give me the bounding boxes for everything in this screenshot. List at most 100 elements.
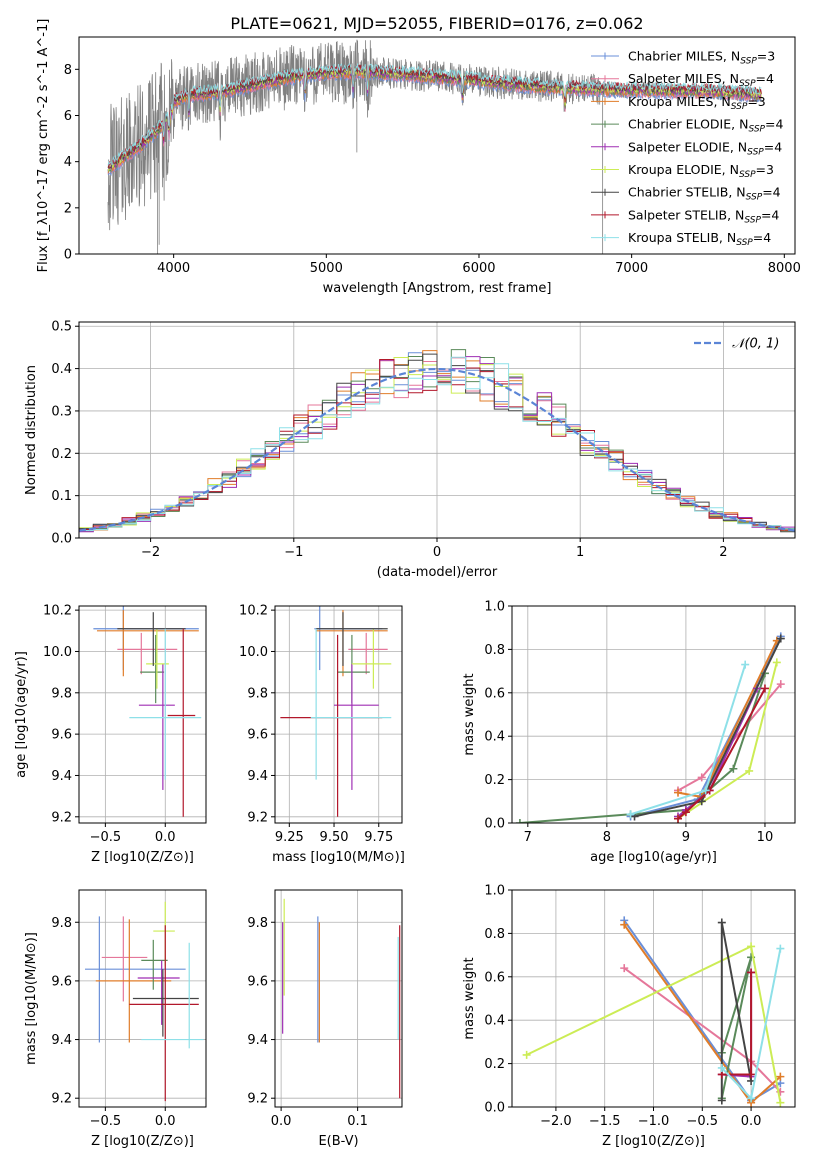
y-tick-label: 0.8 <box>484 643 505 658</box>
plot-area <box>107 39 762 254</box>
x-tick-label: −2 <box>141 545 160 560</box>
histogram-series <box>79 356 795 531</box>
legend-label-main: Chabrier STELIB, N <box>628 185 746 200</box>
legend-label-sub: SSP <box>740 57 757 67</box>
y-tick-label: 9.6 <box>51 974 72 989</box>
y-tick-label: 0.4 <box>484 1014 505 1029</box>
y-axis-label: Flux [f_λ10^-17 erg cm^-2 s^-1 A^-1] <box>36 19 51 273</box>
y-tick-label: 10.2 <box>43 604 72 619</box>
x-tick-label: 8000 <box>768 261 801 276</box>
legend-label: Salpeter MILES, NSSP=4 <box>628 71 774 89</box>
x-tick-label: 0.1 <box>347 1114 368 1129</box>
legend-label-main: Chabrier ELODIE, N <box>628 117 748 132</box>
y-tick-label: 0.1 <box>51 489 72 504</box>
legend-label-sub: SSP <box>731 102 748 112</box>
legend-label-tail: =4 <box>753 230 771 245</box>
y-tick-label: 9.6 <box>247 728 268 743</box>
y-tick-label: 0.0 <box>484 1101 505 1116</box>
y-axis-label: mass weight <box>462 673 477 755</box>
y-tick-label: 0.5 <box>51 320 72 335</box>
y-tick-label: 0.4 <box>484 730 505 745</box>
legend-label-main: Kroupa MILES, N <box>628 94 731 109</box>
y-tick-label: 9.6 <box>51 728 72 743</box>
mass-weight-marker <box>745 766 754 775</box>
chart-mass-weight-Z: −2.0 −1.5 −1.0 −0.5 0.0 0.0 0.2 0.4 0.6 0.8 1.0 Z [… <box>462 884 796 1149</box>
x-axis-label: (data-model)/error <box>377 565 498 580</box>
legend-label-main: Chabrier MILES, N <box>628 49 740 64</box>
axes-frame-group: −0.5 0.0 9.2 9.4 9.6 9.8 Z [log10(Z/Z⊙)] mass [… <box>24 889 207 1149</box>
axes-frame-group: 4000 5000 6000 7000 8000 0 2 4 6 8 wavelength [Ang… <box>36 19 801 296</box>
mass-weight-marker <box>522 1050 531 1059</box>
mass-weight-marker <box>620 964 629 973</box>
x-tick-label: 4000 <box>157 261 190 276</box>
y-tick-label: 9.8 <box>247 916 268 931</box>
y-axis-label: mass [log10(M/M⊙)] <box>24 932 39 1065</box>
legend-label-tail: =4 <box>756 71 774 86</box>
x-tick-label: −0.5 <box>90 1114 122 1129</box>
mass-weight-marker <box>747 1094 756 1103</box>
y-tick-label: 8 <box>64 63 72 78</box>
y-tick-label: 1.0 <box>484 600 505 615</box>
y-axis-label: age [log10(age/yr)] <box>14 651 29 778</box>
legend-label-tail: =4 <box>765 117 783 132</box>
x-tick-label: 9.50 <box>320 830 349 845</box>
plot-area <box>280 606 392 817</box>
axes-frame-group: 7 8 9 10 0.0 0.2 0.4 0.6 0.8 1.0 age [log10(age/yr… <box>462 600 796 865</box>
mass-weight-marker <box>515 819 524 823</box>
plot-area <box>79 349 795 533</box>
legend-label: Chabrier ELODIE, NSSP=4 <box>628 117 783 135</box>
x-tick-label: 9.75 <box>364 830 393 845</box>
legend-label-sub: SSP <box>748 125 765 135</box>
y-tick-label: 9.4 <box>51 769 72 784</box>
x-tick-label: 0.0 <box>155 1114 176 1129</box>
x-tick-label: −1.5 <box>589 1114 621 1129</box>
mass-weight-marker <box>776 944 785 953</box>
residual-legend: 𝒩(0, 1) <box>694 337 779 352</box>
figure-title: PLATE=0621, MJD=52055, FIBERID=0176, z=0… <box>230 14 643 33</box>
x-tick-label: −1 <box>284 545 303 560</box>
legend-label-main: Salpeter MILES, N <box>628 71 739 86</box>
legend-label-main: Kroupa STELIB, N <box>628 230 736 245</box>
y-tick-label: 6 <box>64 109 72 124</box>
x-axis-label: Z [log10(Z/Z⊙)] <box>91 850 194 865</box>
legend-label: Chabrier STELIB, NSSP=4 <box>628 185 781 203</box>
mass-weight-marker <box>697 773 706 782</box>
chart-age-Z: −0.5 0.0 9.2 9.4 9.6 9.8 10.0 10.2 Z [log10(Z/Z⊙… <box>14 604 207 865</box>
y-tick-label: 9.2 <box>51 810 72 825</box>
y-tick-label: 0.2 <box>484 1057 505 1072</box>
legend-label-sub: SSP <box>746 193 763 203</box>
axes-frame <box>511 605 796 824</box>
chart-mass-weight-age: 7 8 9 10 0.0 0.2 0.4 0.6 0.8 1.0 age [log10(age/yr… <box>462 600 796 865</box>
mass-weight-marker <box>760 684 769 693</box>
legend-label-tail: =4 <box>764 139 782 154</box>
y-axis-label: Normed distribution <box>24 365 39 495</box>
x-tick-label: −0.5 <box>90 830 122 845</box>
mass-weight-marker <box>717 918 726 927</box>
y-tick-label: 10.2 <box>239 604 268 619</box>
x-axis-label: wavelength [Angstrom, rest frame] <box>323 281 552 296</box>
axes-frame <box>274 889 403 1108</box>
mass-weight-marker <box>747 942 756 951</box>
legend-label: Salpeter ELODIE, NSSP=4 <box>628 139 782 157</box>
y-tick-label: 0.2 <box>51 447 72 462</box>
x-tick-label: 0 <box>433 545 441 560</box>
x-tick-label: −1.0 <box>638 1114 670 1129</box>
legend-label: Chabrier MILES, NSSP=3 <box>628 49 775 67</box>
legend-label-main: Salpeter STELIB, N <box>628 207 744 222</box>
legend-label-tail: =4 <box>762 185 780 200</box>
y-tick-label: 0.6 <box>484 686 505 701</box>
y-tick-label: 9.2 <box>51 1092 72 1107</box>
chart-spectrum: 4000 5000 6000 7000 8000 0 2 4 6 8 wavelength [Ang… <box>36 19 801 296</box>
y-tick-label: 2 <box>64 201 72 216</box>
x-tick-label: −2.0 <box>540 1114 572 1129</box>
plot-area <box>93 606 202 817</box>
x-tick-label: 8 <box>603 830 611 845</box>
mass-weight-marker <box>741 660 750 669</box>
y-tick-label: 9.4 <box>247 769 268 784</box>
legend-label-sub: SSP <box>736 238 753 248</box>
legend-label: Salpeter STELIB, NSSP=4 <box>628 207 779 225</box>
legend-label-sub: SSP <box>747 147 764 157</box>
legend-label: Kroupa ELODIE, NSSP=3 <box>628 162 774 180</box>
